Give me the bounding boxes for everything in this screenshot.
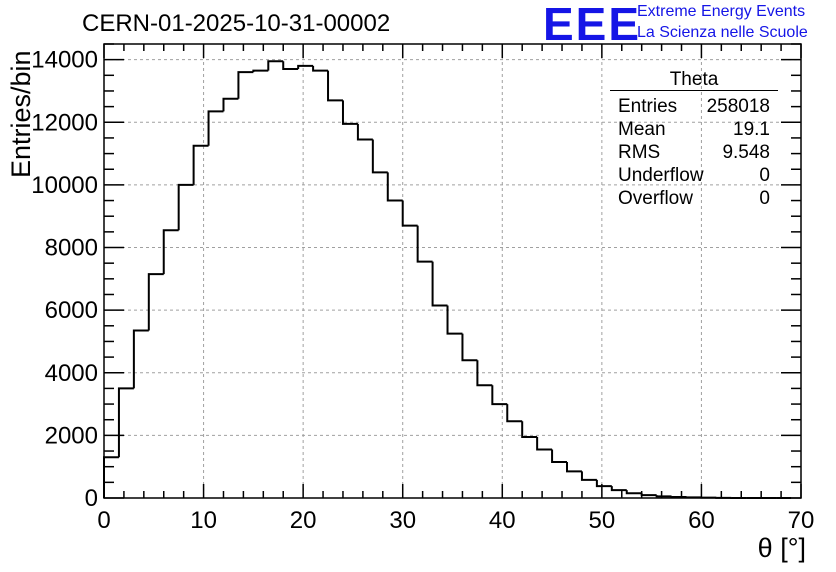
stats-label: Entries [618,96,678,117]
x-tick-label: 30 [389,507,416,534]
histogram-bin [640,493,657,497]
histogram-bin [506,404,523,423]
y-tick-label: 8000 [45,235,98,262]
y-tick-label: 14000 [31,47,98,74]
y-tick-label: 12000 [31,109,98,136]
logo-line-2: La Scienza nelle Scuole [637,24,808,41]
stats-label: Overflow [618,188,693,209]
axis-ticks [103,43,802,499]
stats-title: Theta [669,69,719,90]
histogram-bin [580,471,597,481]
stats-separator [610,90,778,91]
y-tick-label: 6000 [45,297,98,324]
histogram-bin [431,261,448,307]
histogram-bin [446,305,463,335]
y-tick-label: 4000 [45,360,98,387]
stats-row-mean: Mean 19.1 [610,118,778,141]
histogram-bins [103,60,792,499]
histogram-bin [162,229,179,275]
histogram-bin [297,64,314,70]
x-tick-labels: 0 10 20 30 40 50 60 70 [97,507,814,534]
stats-box: Theta Entries 258018 Mean 19.1 RMS 9.548… [610,70,778,210]
x-tick-label: 20 [290,507,317,534]
histogram-bin [536,436,553,451]
histogram-bin [312,65,329,72]
histogram-bin [551,449,568,463]
histogram-bin [103,456,119,498]
stats-row-overflow: Overflow 0 [610,187,778,210]
y-tick-label: 0 [85,485,98,512]
chart-title: CERN-01-2025-10-31-00002 [82,10,391,37]
stats-label: RMS [618,142,661,163]
histogram-bin [177,183,194,231]
stats-row-underflow: Underflow 0 [610,164,778,187]
histogram-bin [595,479,612,488]
stats-value: 19.1 [733,119,770,140]
histogram-bin [386,172,403,202]
logo-line-1: Extreme Energy Events [637,3,806,20]
x-tick-label: 0 [97,507,110,534]
histogram-bin [192,144,209,185]
x-tick-label: 50 [589,507,616,534]
histogram-bin [401,200,418,227]
stats-value: 0 [759,165,770,186]
histogram-bin [207,110,224,146]
histogram-bin [222,97,239,112]
stats-value: 0 [759,188,770,209]
histogram-bin [341,100,358,125]
histogram-bin [491,385,508,406]
stats-label: Underflow [618,165,704,186]
y-tick-label: 2000 [45,422,98,449]
stats-row-entries: Entries 258018 [610,95,778,118]
histogram-bin [327,70,343,102]
histogram-bin [371,139,388,174]
histogram-bin [252,69,269,73]
histogram-bin [147,273,164,331]
histogram-bin [117,387,134,458]
x-tick-label: 70 [788,507,815,534]
x-tick-label: 60 [688,507,715,534]
stats-row-rms: RMS 9.548 [610,141,778,164]
grid [104,44,801,498]
x-axis-label: θ [°] [757,533,806,563]
histogram-bin [625,490,642,495]
y-axis-label: Entries/bin [6,50,36,178]
plot-frame [103,43,802,499]
y-tick-label: 10000 [31,172,98,199]
histogram-bin [237,71,254,99]
histogram-bin [282,61,299,71]
x-tick-label: 10 [190,507,217,534]
histogram-bin [670,496,687,499]
histogram-bin [610,486,627,492]
stats-value: 258018 [706,96,770,117]
histogram-bin [267,60,284,71]
histogram-bin [655,495,672,498]
y-tick-labels: 0 2000 4000 6000 8000 10000 12000 14000 [31,47,98,512]
stats-value: 9.548 [722,142,770,163]
eee-logo: EEE [543,0,642,50]
histogram-bin [476,360,493,387]
histogram-bin [566,461,582,473]
histogram-bin [356,123,373,141]
histogram-bin [416,225,433,263]
histogram-bin [132,329,149,389]
x-tick-label: 40 [489,507,516,534]
histogram-bin [461,333,478,362]
histogram-bin [521,421,538,438]
stats-label: Mean [618,119,666,140]
